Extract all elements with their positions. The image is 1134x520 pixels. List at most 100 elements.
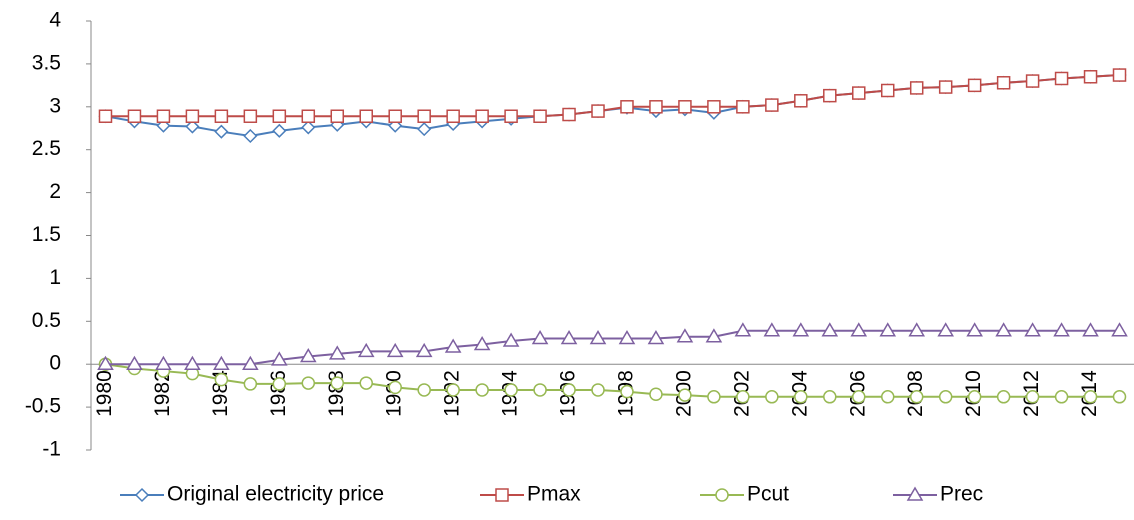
data-point xyxy=(301,376,316,390)
legend-marker xyxy=(134,487,150,503)
data-point xyxy=(243,109,258,123)
data-point xyxy=(620,100,634,114)
data-point xyxy=(185,109,200,123)
legend-label: Pcut xyxy=(747,483,789,506)
data-point xyxy=(1112,390,1127,404)
data-point xyxy=(388,109,402,123)
series-line xyxy=(105,74,1120,137)
data-point xyxy=(562,383,576,397)
data-point xyxy=(823,390,837,404)
data-point xyxy=(504,383,518,397)
data-point xyxy=(1083,70,1098,84)
data-point xyxy=(214,124,229,139)
data-point xyxy=(707,390,721,404)
data-point xyxy=(908,322,926,337)
data-point xyxy=(562,107,576,122)
y-tick-label: 4 xyxy=(49,9,61,32)
data-point xyxy=(243,377,258,391)
data-point xyxy=(909,81,924,95)
data-point xyxy=(763,322,781,337)
data-point xyxy=(533,109,547,123)
legend-marker xyxy=(715,488,729,502)
data-point xyxy=(792,322,810,337)
data-point xyxy=(880,390,895,404)
data-point xyxy=(618,329,636,345)
data-point xyxy=(98,109,113,123)
data-point xyxy=(386,342,404,358)
data-point xyxy=(938,390,953,404)
data-point xyxy=(417,122,432,137)
data-point xyxy=(591,383,605,397)
data-point xyxy=(271,351,288,366)
legend-label: Prec xyxy=(940,483,983,506)
data-point xyxy=(242,355,259,370)
y-tick-label: 2 xyxy=(49,180,61,203)
data-point xyxy=(359,376,373,390)
data-point xyxy=(765,390,779,404)
data-point xyxy=(156,109,171,123)
data-point xyxy=(301,120,316,135)
data-point xyxy=(967,78,982,93)
data-point xyxy=(589,329,607,345)
data-point xyxy=(214,372,229,387)
data-point xyxy=(272,123,287,138)
data-point xyxy=(560,329,578,345)
legend-marker xyxy=(906,486,924,501)
data-point xyxy=(531,329,549,345)
data-point xyxy=(794,94,808,108)
data-point xyxy=(678,388,692,402)
data-point xyxy=(214,109,229,123)
data-point xyxy=(301,109,316,123)
data-point xyxy=(299,347,317,363)
data-point xyxy=(620,384,634,399)
y-tick-label: 0 xyxy=(49,352,61,375)
data-point xyxy=(734,322,752,337)
data-point xyxy=(473,335,491,351)
y-tick-label: 1.5 xyxy=(32,223,61,246)
data-point xyxy=(1111,322,1128,337)
data-point xyxy=(504,109,518,123)
data-point xyxy=(823,88,837,103)
x-tick-label: 1980 xyxy=(93,370,116,417)
y-tick-label: 0.5 xyxy=(32,309,61,332)
data-point xyxy=(446,109,460,123)
data-point xyxy=(126,355,143,370)
data-point xyxy=(1054,71,1069,86)
data-point xyxy=(765,98,779,112)
y-tick-label: -0.5 xyxy=(25,395,61,418)
data-point xyxy=(1053,322,1070,337)
data-point xyxy=(357,342,375,358)
data-point xyxy=(502,332,520,347)
data-point xyxy=(909,390,924,404)
data-point xyxy=(707,100,721,114)
data-point xyxy=(1082,322,1099,337)
data-point xyxy=(359,109,373,123)
data-point xyxy=(417,383,431,397)
data-point xyxy=(736,390,750,404)
data-point xyxy=(736,100,750,114)
data-point xyxy=(996,390,1011,404)
data-point xyxy=(649,387,663,401)
data-point xyxy=(879,322,897,337)
data-point xyxy=(647,329,665,345)
y-tick-label: 3 xyxy=(49,94,61,117)
data-point xyxy=(388,380,402,395)
data-point xyxy=(184,355,201,370)
data-point xyxy=(1024,322,1041,337)
data-point xyxy=(1054,390,1069,404)
data-point xyxy=(330,109,345,123)
data-point xyxy=(996,76,1011,90)
data-point xyxy=(1025,390,1040,404)
y-tick-label: 3.5 xyxy=(32,51,61,74)
data-point xyxy=(444,338,462,353)
data-point xyxy=(676,328,694,343)
data-point xyxy=(938,80,953,94)
data-point xyxy=(1025,74,1040,88)
data-point xyxy=(213,355,230,370)
data-point xyxy=(446,383,460,397)
data-point xyxy=(185,119,200,134)
data-point xyxy=(995,322,1012,337)
data-point xyxy=(678,100,692,114)
data-point xyxy=(97,355,114,370)
